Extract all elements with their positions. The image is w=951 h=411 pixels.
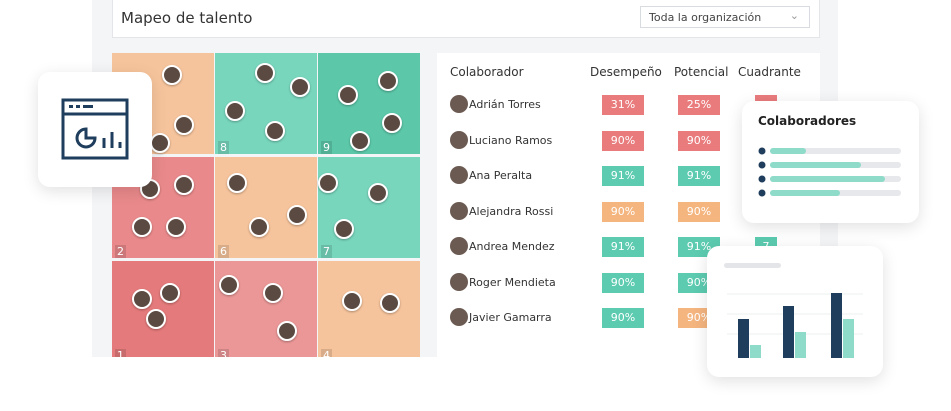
grid-cell: 1 [112,261,214,357]
avatar [450,237,468,255]
avatar [450,166,468,184]
avatar [450,272,468,291]
grid-cell: 8 [215,53,317,154]
collaborator-name: Luciano Ramos [469,133,553,147]
title: Mapeo de talento [121,9,253,27]
performance-pill: 90% [602,272,644,293]
bar-chart-illustration [724,263,863,358]
filter-label: Toda la organización [649,11,762,24]
talent-grid: 8 9 2 6 7 1 3 4 [112,53,420,357]
performance-pill: 90% [602,308,644,328]
avatar [450,95,468,113]
column-header: Desempeño [590,65,662,79]
column-header: Potencial [674,65,729,79]
performance-pill: 31% [602,95,644,115]
cell-number: 2 [115,245,126,258]
table-row: Alejandra Rossi 90% 90% [437,201,820,222]
table-row: Luciano Ramos 90% 90% [437,130,820,151]
grid-cell: 9 [318,53,420,154]
progress-list [758,147,901,197]
dashboard-icon-card [38,72,152,187]
dashboard-icon [61,98,129,160]
cell-number: 1 [115,349,126,357]
potential-pill: 90% [678,201,720,222]
table-row: Ana Peralta 91% 91% [437,166,820,186]
grid-cell: 3 [215,261,317,357]
performance-pill: 90% [602,201,644,222]
collaborator-name: Javier Gamarra [469,311,552,324]
table-row: Adrián Torres 31% 25% [437,95,820,115]
column-header: Cuadrante [738,65,801,79]
collaborator-name: Alejandra Rossi [469,204,554,218]
cell-number: 9 [321,141,332,154]
collaborator-name: Roger Mendieta [469,275,556,289]
potential-pill: 91% [678,166,720,186]
card-title: Colaboradores [758,114,857,128]
performance-pill: 91% [602,166,644,186]
collaborators-card: Colaboradores [742,101,919,223]
potential-pill: 25% [678,95,720,115]
collaborator-name: Ana Peralta [469,169,533,182]
avatar [450,130,468,149]
grid-cell: 4 [318,261,420,357]
cell-number: 8 [218,141,229,154]
avatar [450,201,468,220]
potential-pill: 90% [678,130,720,151]
cell-number: 7 [321,245,332,258]
collaborator-name: Andrea Mendez [469,240,555,253]
bar-chart-card [707,246,883,377]
grid-cell: 7 [318,157,420,258]
filter-dropdown[interactable]: Toda la organización ⌄ [640,6,810,28]
cell-number: 4 [321,349,332,357]
cell-number: 3 [218,349,229,357]
cell-number: 6 [218,245,229,258]
column-header: Colaborador [450,65,524,79]
collaborator-name: Adrián Torres [469,98,541,111]
performance-pill: 91% [602,237,644,257]
grid-cell: 6 [215,157,317,258]
header: Mapeo de talento Toda la organización ⌄ [112,0,820,38]
performance-pill: 90% [602,130,644,151]
avatar [450,308,468,326]
